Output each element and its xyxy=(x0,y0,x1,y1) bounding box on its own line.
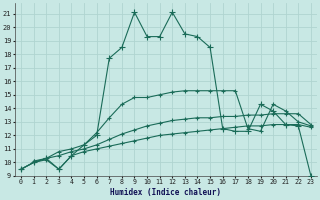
X-axis label: Humidex (Indice chaleur): Humidex (Indice chaleur) xyxy=(110,188,221,197)
